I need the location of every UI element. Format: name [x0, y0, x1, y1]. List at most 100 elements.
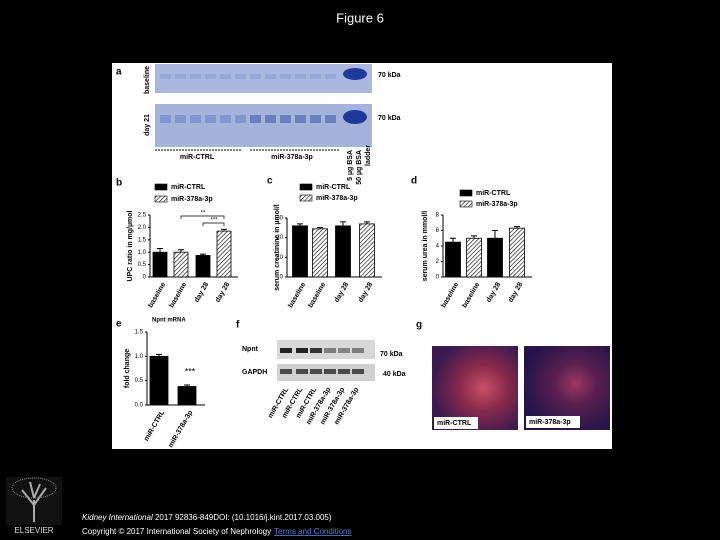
gel	[155, 104, 372, 147]
blot-band	[296, 348, 308, 353]
error-bar	[178, 249, 184, 253]
legend-label: miR-CTRL	[316, 184, 351, 191]
blot-band	[280, 348, 292, 353]
annotation: ***	[210, 218, 218, 224]
gel-bands	[160, 68, 367, 124]
gel-band	[325, 74, 336, 79]
citation: Kidney International 2017 92836-849DOI: …	[82, 513, 332, 522]
journal: Kidney International	[82, 513, 153, 522]
gel-band	[265, 74, 276, 79]
error-bar	[156, 353, 162, 357]
y-tick-label: 30	[276, 216, 283, 222]
error-bar	[221, 228, 227, 232]
legend-swatch	[299, 183, 313, 191]
citation-text: 2017 92836-849DOI: (10.1016/j.kint.2017.…	[153, 513, 332, 522]
y-axis-label: serum urea in mmol/l	[422, 211, 429, 281]
error-bar	[514, 226, 520, 229]
y-tick-label: 10	[276, 255, 283, 261]
lane-label: 50 µg BSA	[356, 150, 363, 185]
panel-label: d	[411, 176, 417, 187]
publisher-name: ELSEVIER	[14, 526, 53, 535]
gel-band	[205, 74, 216, 79]
bar	[359, 223, 375, 278]
group-label: miR-378a-3p	[271, 154, 313, 161]
bar	[292, 225, 308, 278]
significance-bracket	[202, 222, 225, 226]
y-tick-label: 0.0	[135, 403, 144, 409]
bar	[152, 251, 168, 278]
bar	[149, 355, 169, 406]
panel-label: e	[116, 319, 122, 330]
marker-label: 70 kDa	[378, 72, 401, 79]
slide-title: Figure 6	[336, 10, 384, 25]
y-tick-label: 2.5	[138, 213, 147, 219]
gel-band	[250, 74, 261, 79]
terms-link[interactable]: Terms and Conditions	[274, 527, 351, 536]
bar	[466, 237, 482, 278]
bar	[312, 228, 328, 278]
image-caption-box	[434, 417, 478, 429]
gel-band	[280, 74, 291, 79]
blot-band	[310, 369, 322, 374]
gel-band	[175, 74, 186, 79]
blot-band	[310, 348, 322, 353]
row-label: Npnt	[242, 346, 259, 353]
y-tick-label: 1.5	[135, 330, 144, 336]
blot-band	[352, 369, 364, 374]
gel-band	[160, 115, 171, 123]
error-bar	[184, 384, 190, 387]
legend-swatch	[299, 194, 313, 202]
gel-band	[190, 74, 201, 79]
bar	[487, 237, 503, 278]
blot-band	[338, 369, 350, 374]
gel-band	[343, 68, 367, 80]
y-tick-label: 0	[280, 275, 284, 281]
gel-band	[265, 115, 276, 123]
gel-band	[175, 115, 186, 123]
error-bar	[450, 237, 456, 243]
blot-band	[352, 348, 364, 353]
bar	[509, 227, 525, 278]
row-label: day 21	[144, 114, 151, 136]
chart-title: Npnt mRNA	[152, 318, 186, 324]
gel-band	[235, 115, 246, 123]
marker-label: 40 kDa	[383, 371, 406, 378]
legend-label: miR-CTRL	[171, 184, 206, 191]
image-caption: miR-CTRL	[437, 420, 472, 427]
row-label: baseline	[144, 66, 151, 94]
row-label: GAPDH	[242, 369, 267, 376]
gel-band	[220, 74, 231, 79]
gel-band	[310, 74, 321, 79]
annotation: ***	[185, 366, 196, 376]
panel-label: a	[116, 67, 122, 78]
bar	[177, 386, 197, 406]
blot-band	[296, 369, 308, 374]
bar	[335, 225, 351, 278]
error-bar	[492, 230, 498, 239]
blot-band	[338, 348, 350, 353]
image-caption: miR-378a-3p	[529, 419, 571, 426]
error-bar	[317, 226, 323, 229]
y-tick-label: 8	[436, 213, 440, 219]
y-axis-label: UPC ratio in mg/µmol	[127, 210, 134, 281]
marker-label: 70 kDa	[380, 351, 403, 358]
y-tick-label: 4	[436, 244, 440, 250]
gel-band	[310, 115, 321, 123]
y-axis-label: fold change	[124, 349, 131, 388]
gel-band	[280, 115, 291, 123]
image-caption-box	[526, 416, 580, 428]
y-tick-label: 2.0	[138, 225, 147, 231]
y-tick-label: 0	[436, 275, 440, 281]
gel	[155, 64, 372, 93]
legend-label: miR-CTRL	[476, 190, 511, 197]
y-tick-label: 20	[276, 235, 283, 241]
error-bar	[471, 235, 477, 239]
gel-band	[325, 115, 336, 123]
gel-band	[295, 74, 306, 79]
gel-band	[250, 115, 261, 123]
publisher-logo	[6, 477, 62, 525]
error-bar	[364, 221, 370, 224]
legend-swatch	[154, 183, 168, 191]
y-tick-label: 0.5	[138, 262, 147, 268]
